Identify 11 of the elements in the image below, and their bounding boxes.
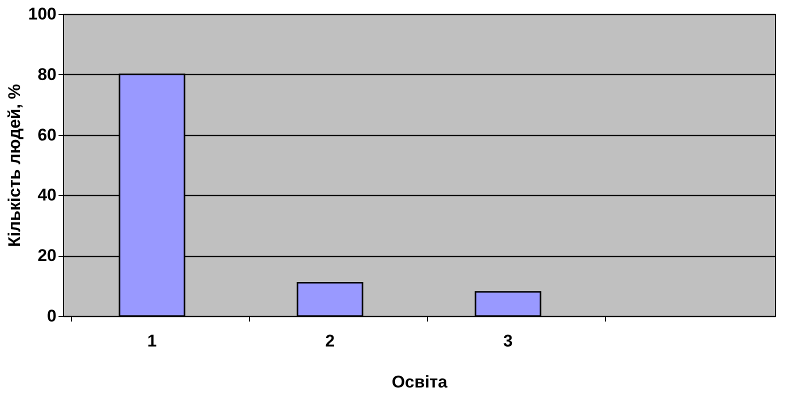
y-tick-label: 40 (38, 186, 56, 205)
y-tick-label: 0 (47, 306, 56, 326)
y-axis-title: Кількість людей, % (5, 84, 24, 247)
y-tick-label: 20 (38, 246, 56, 266)
y-tick-label: 100 (28, 4, 56, 24)
y-tick-label: 80 (38, 64, 56, 84)
x-tick-label: 1 (147, 332, 157, 350)
x-tick-label: 2 (325, 332, 335, 350)
x-axis-title: Освіта (392, 372, 448, 392)
y-tick-label: 60 (38, 125, 56, 144)
x-tick-label: 3 (503, 332, 513, 350)
